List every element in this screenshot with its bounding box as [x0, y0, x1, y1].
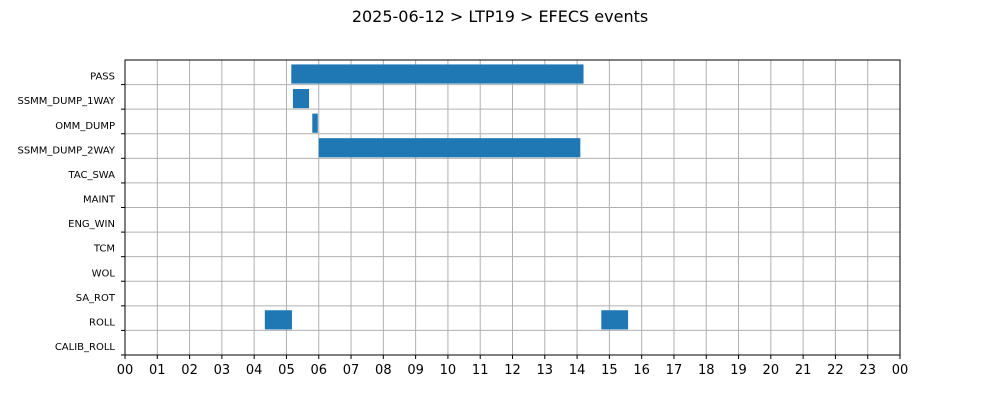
y-tick-label: TCM	[93, 244, 115, 255]
x-tick-label: 17	[666, 363, 683, 378]
x-tick-label: 04	[246, 363, 263, 378]
y-tick-label: MAINT	[83, 195, 116, 206]
x-tick-label: 20	[763, 363, 780, 378]
x-tick-label: 14	[569, 363, 586, 378]
event-bar-omm-dump	[312, 113, 318, 133]
x-tick-label: 22	[827, 363, 844, 378]
x-tick-label: 07	[343, 363, 360, 378]
x-tick-label: 03	[214, 363, 231, 378]
x-tick-label: 18	[698, 363, 715, 378]
x-tick-label: 09	[407, 363, 424, 378]
y-tick-label: SSMM_DUMP_2WAY	[17, 145, 115, 156]
y-tick-label: ENG_WIN	[68, 219, 115, 230]
x-tick-label: 21	[795, 363, 812, 378]
x-tick-label: 02	[181, 363, 198, 378]
plot-frame	[124, 59, 901, 356]
event-bar-pass	[291, 64, 584, 84]
x-tick-label: 01	[149, 363, 166, 378]
x-tick-label: 19	[730, 363, 747, 378]
event-bars	[264, 64, 629, 330]
x-tick-label: 00	[892, 363, 909, 378]
x-tick-label: 06	[310, 363, 327, 378]
y-tick-label: OMM_DUMP	[55, 121, 115, 132]
x-tick-label: 12	[504, 363, 521, 378]
x-tick-label: 16	[633, 363, 650, 378]
x-tick-label: 10	[440, 363, 457, 378]
y-tick-label: CALIB_ROLL	[55, 342, 116, 353]
y-tick-label: TAC_SWA	[67, 170, 115, 181]
event-bar-ssmm-dump-2way	[318, 138, 581, 158]
x-tick-label: 00	[117, 363, 134, 378]
x-tick-label: 08	[375, 363, 392, 378]
y-tick-label: PASS	[90, 72, 115, 83]
event-bar-roll	[264, 310, 292, 330]
chart-title: 2025-06-12 > LTP19 > EFECS events	[352, 7, 648, 26]
event-bar-ssmm-dump-1way	[292, 89, 310, 109]
x-tick-label: 15	[601, 363, 618, 378]
grid-lines	[124, 60, 901, 355]
x-tick-label: 05	[278, 363, 295, 378]
y-tick-label: SA_ROT	[76, 293, 116, 304]
y-tick-label: WOL	[92, 268, 116, 279]
y-tick-label: ROLL	[89, 317, 115, 328]
event-bar-roll	[601, 310, 629, 330]
x-tick-label: 23	[859, 363, 876, 378]
y-tick-label: SSMM_DUMP_1WAY	[17, 96, 115, 107]
x-tick-label: 11	[472, 363, 489, 378]
axis-ticks: 00 01 02 03 04 05 06 07 08 09 10 11 12 13 14 15 16 17 18 19…	[17, 72, 908, 378]
x-tick-label: 13	[537, 363, 554, 378]
